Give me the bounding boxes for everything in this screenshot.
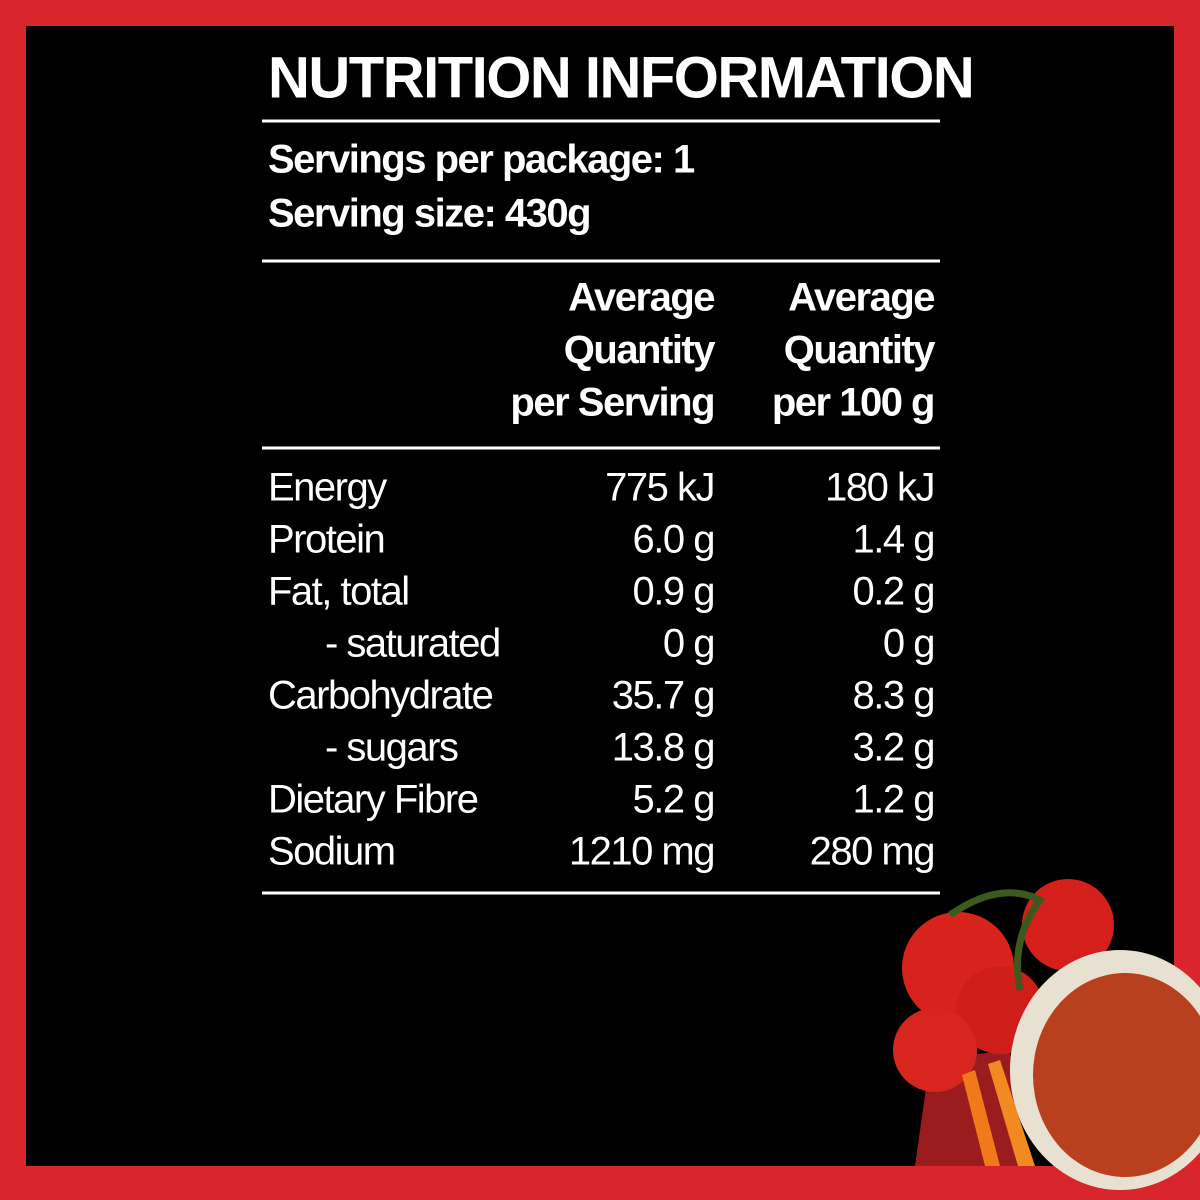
soup xyxy=(1033,973,1200,1177)
carrot xyxy=(988,1060,1035,1166)
servings-per-package: Servings per package: 1 xyxy=(268,138,695,182)
nutrient-name: Protein xyxy=(268,518,384,562)
carrot xyxy=(962,1070,1000,1166)
nutrient-name: Sodium xyxy=(268,830,395,874)
nutrient-name: Dietary Fibre xyxy=(268,778,478,822)
column-header: Average xyxy=(568,276,714,320)
vine xyxy=(947,889,1046,991)
nutrient-value: 3.2 g xyxy=(853,726,934,770)
tomato xyxy=(1022,879,1114,971)
nutrient-value: 5.2 g xyxy=(633,778,714,822)
nutrient-value: 35.7 g xyxy=(612,674,714,718)
serving-size: Serving size: 430g xyxy=(268,192,590,236)
nutrient-name: Fat, total xyxy=(268,570,409,614)
nutrient-value: 1.2 g xyxy=(853,778,934,822)
column-header: Quantity xyxy=(564,328,716,372)
nutrient-value: 280 mg xyxy=(810,830,934,874)
nutrient-value: 775 kJ xyxy=(605,466,714,510)
nutrient-name: Carbohydrate xyxy=(268,674,493,718)
column-header: Average xyxy=(788,276,934,320)
nutrient-name: Energy xyxy=(268,466,387,510)
column-header: Quantity xyxy=(784,328,936,372)
nutrient-value: 0 g xyxy=(883,622,934,666)
food-illustration xyxy=(893,879,1200,1190)
title: NUTRITION INFORMATION xyxy=(268,45,973,110)
nutrient-value: 180 kJ xyxy=(825,466,934,510)
nutrient-value: 8.3 g xyxy=(853,674,934,718)
nutrient-name: - sugars xyxy=(325,726,458,770)
nutrient-value: 0.9 g xyxy=(633,570,714,614)
nutrient-value: 13.8 g xyxy=(612,726,714,770)
nutrient-value: 0.2 g xyxy=(853,570,934,614)
nutrient-value: 6.0 g xyxy=(633,518,714,562)
nutrient-value: 1.4 g xyxy=(853,518,934,562)
tomato xyxy=(893,1008,977,1092)
nutrient-value: 0 g xyxy=(663,622,714,666)
nutrient-name: - saturated xyxy=(325,622,500,666)
column-header: per 100 g xyxy=(772,381,934,425)
column-header: per Serving xyxy=(510,381,714,425)
nutrient-value: 1210 mg xyxy=(569,830,714,874)
